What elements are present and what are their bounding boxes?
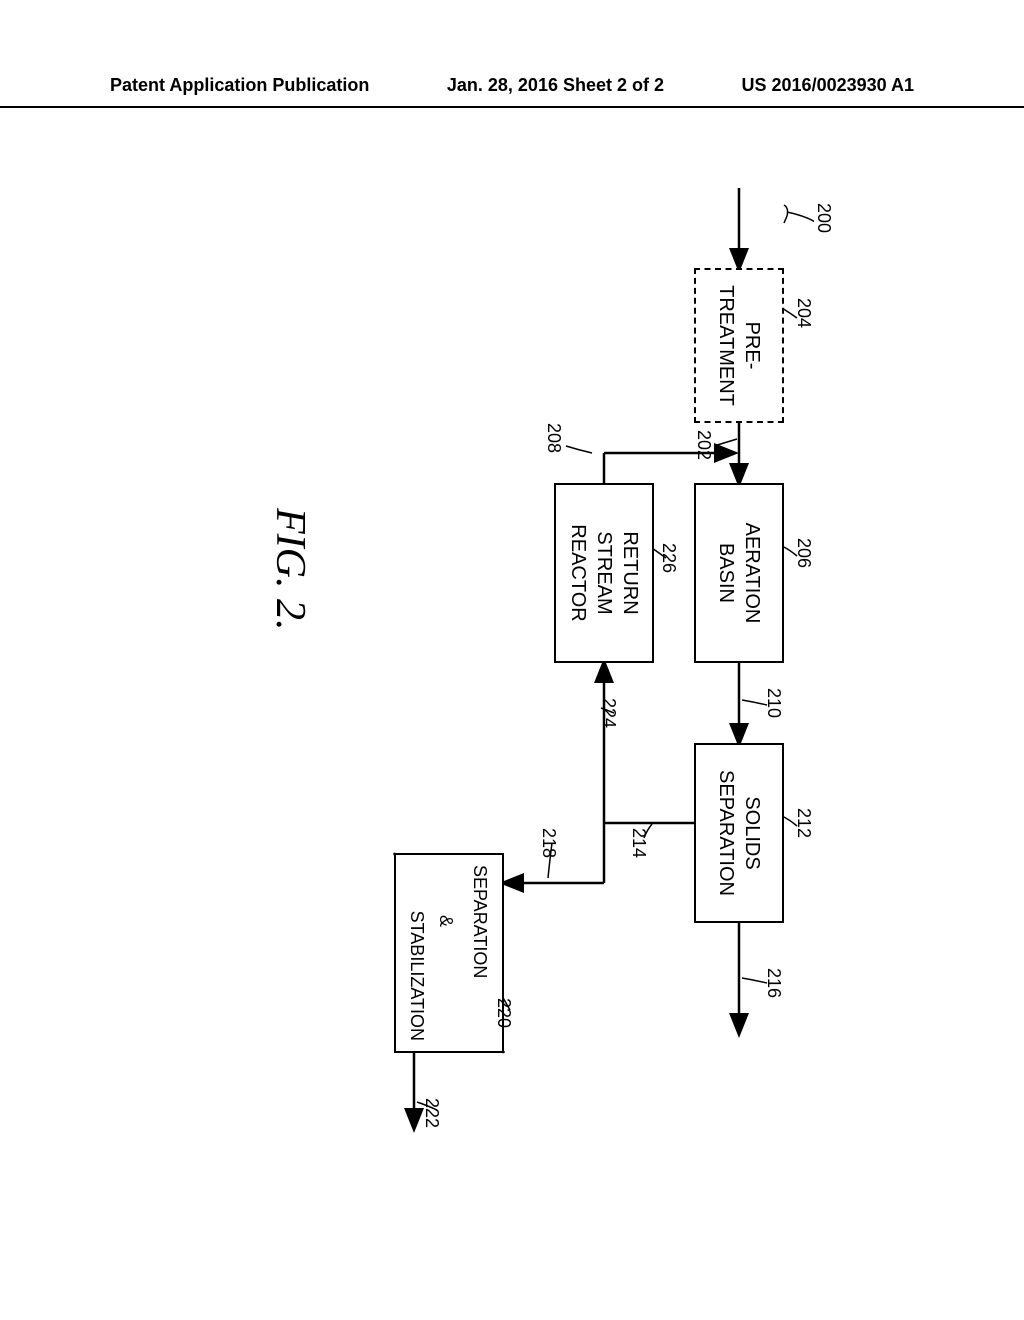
figure-label: FIG. 2. bbox=[266, 508, 314, 630]
ref-212: 212 bbox=[793, 808, 814, 838]
ref-222: 222 bbox=[421, 1098, 442, 1128]
aeration-label: AERATIONBASIN bbox=[713, 523, 765, 624]
return-label: RETURNSTREAMREACTOR bbox=[565, 524, 643, 621]
ref-218: 218 bbox=[538, 828, 559, 858]
pretreatment-label: PRE-TREATMENT bbox=[713, 285, 765, 406]
stab-label: STABILIZATION bbox=[404, 911, 429, 1041]
sep-label: SEPARATION bbox=[467, 865, 492, 978]
aeration-basin-box: AERATIONBASIN bbox=[694, 483, 784, 663]
ref-208: 208 bbox=[543, 423, 564, 453]
amp-label: & bbox=[433, 915, 458, 927]
pretreatment-box: PRE-TREATMENT bbox=[694, 268, 784, 423]
ref-200: 200 bbox=[813, 203, 834, 233]
ref-224: 224 bbox=[598, 698, 619, 728]
separation-stabilization-box: SEPARATION & STABILIZATION bbox=[394, 853, 504, 1053]
ref-202: 202 bbox=[693, 430, 714, 460]
solids-separation-box: SOLIDSSEPARATION bbox=[694, 743, 784, 923]
ref-204: 204 bbox=[793, 298, 814, 328]
diagram-inner: PRE-TREATMENT AERATIONBASIN RETURNSTREAM… bbox=[214, 0, 814, 1318]
diagram-container: PRE-TREATMENT AERATIONBASIN RETURNSTREAM… bbox=[22, 128, 1002, 1152]
ref-210: 210 bbox=[763, 688, 784, 718]
ref-216: 216 bbox=[763, 968, 784, 998]
ref-206: 206 bbox=[793, 538, 814, 568]
ref-220: 220 bbox=[493, 998, 514, 1028]
solids-label: SOLIDSSEPARATION bbox=[713, 770, 765, 896]
ref-226: 226 bbox=[658, 543, 679, 573]
ref-214: 214 bbox=[628, 828, 649, 858]
return-stream-reactor-box: RETURNSTREAMREACTOR bbox=[554, 483, 654, 663]
